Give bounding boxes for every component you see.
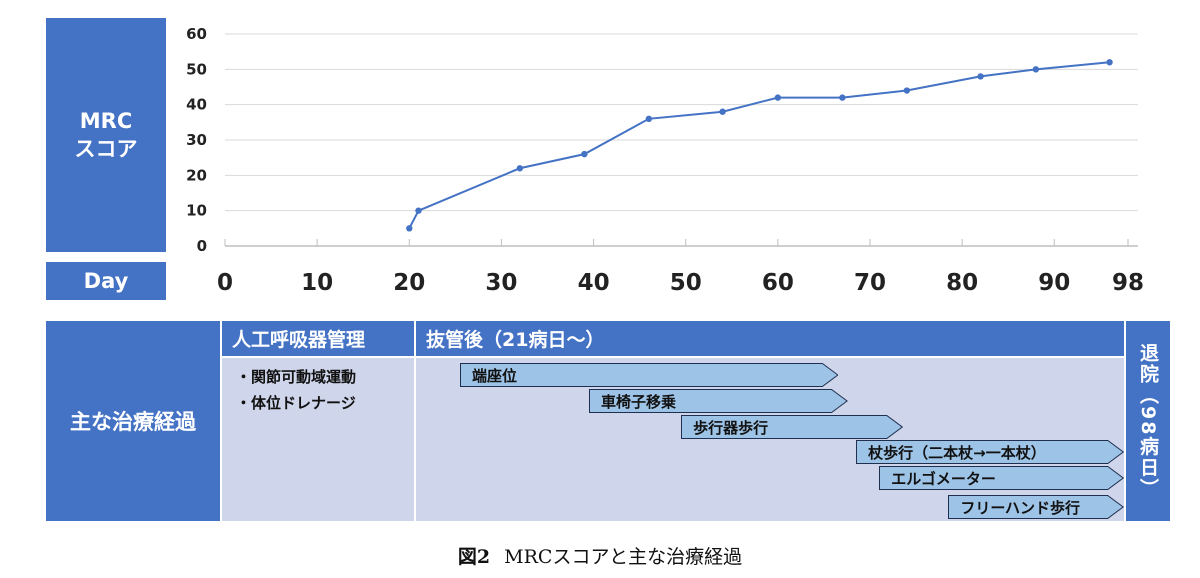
- bar-arrow: [588, 389, 848, 413]
- x-tick-label: 10: [301, 270, 333, 296]
- data-point: [719, 108, 726, 115]
- x-tick-label: 70: [854, 270, 886, 296]
- treatment-bar-label: 車椅子移乗: [600, 393, 676, 411]
- x-tick-label: 60: [762, 270, 794, 296]
- bar-arrow-shape: [948, 495, 1124, 519]
- data-point: [977, 73, 984, 80]
- series: [406, 59, 1113, 232]
- y-axis-label-line1: MRC: [79, 109, 133, 133]
- y-tick-label: 0: [197, 237, 207, 255]
- treatment-bar: 車椅子移乗: [588, 389, 848, 413]
- treatment-bar-label: 歩行器歩行: [693, 419, 769, 437]
- data-point: [581, 150, 588, 158]
- x-axis-label: Day: [46, 262, 166, 300]
- phase1-header: 人工呼吸器管理: [222, 321, 414, 356]
- data-point: [774, 94, 782, 101]
- x-tick-label: 50: [670, 270, 702, 296]
- treatment-bar: フリーハンド歩行: [948, 495, 1124, 519]
- treatment-bar-label: 端座位: [471, 367, 517, 385]
- grid-lines: [225, 33, 1138, 212]
- x-tick-label: 40: [578, 270, 610, 296]
- y-tick-label: 10: [186, 202, 207, 220]
- x-tick-label: 90: [1038, 270, 1070, 296]
- bar-arrow: [856, 440, 1124, 464]
- treatment-bar: 杖歩行（二本杖→一本杖）: [856, 440, 1124, 464]
- x-tick-label: 98: [1112, 270, 1144, 296]
- bar-arrow-shape: [681, 415, 903, 439]
- y-tick-label: 50: [186, 60, 207, 78]
- x-tick-label: 80: [946, 270, 978, 296]
- x-tick-label: 30: [485, 270, 517, 296]
- y-axis-label-line2: スコア: [74, 137, 138, 161]
- data-point: [645, 115, 653, 123]
- bar-arrow-shape: [588, 389, 848, 413]
- treatment-bar-label: エルゴメーター: [891, 470, 996, 488]
- bar-arrow-shape: [459, 363, 839, 387]
- treatment-bar: 端座位: [459, 363, 839, 387]
- y-axis-label: MRC スコア: [46, 18, 166, 252]
- data-point: [415, 207, 422, 214]
- y-tick-label: 40: [186, 96, 207, 114]
- figure-number: 図2: [457, 546, 491, 568]
- bar-arrow: [948, 495, 1124, 519]
- bar-arrow: [459, 363, 839, 387]
- treatment-bar-label: 杖歩行（二本杖→一本杖）: [868, 444, 1046, 462]
- bar-arrow-shape: [879, 466, 1124, 490]
- treatment-bar: 歩行器歩行: [681, 415, 903, 439]
- data-point: [1032, 66, 1040, 73]
- y-tick-label: 30: [186, 131, 207, 149]
- x-tick-label: 0: [217, 270, 233, 296]
- phase1-item: ・関節可動域運動: [236, 368, 357, 386]
- bar-arrow: [681, 415, 903, 439]
- figure-caption: 図2 MRCスコアと主な治療経過: [0, 542, 1200, 569]
- line-chart: 0 10 20 30 40 50 60 0 10 20 30 40 50 60 70 80 90 98: [186, 25, 1144, 296]
- data-point: [903, 87, 911, 94]
- data-point: [1106, 59, 1113, 66]
- x-tick-label: 20: [393, 270, 425, 296]
- bar-arrow: [879, 466, 1124, 490]
- phase1-item: ・体位ドレナージ: [236, 394, 356, 412]
- x-tick-labels: 0 10 20 30 40 50 60 70 80 90 98: [217, 270, 1144, 296]
- treatment-bar: エルゴメーター: [879, 466, 1124, 490]
- axes: [224, 239, 1138, 247]
- y-tick-label: 60: [186, 25, 207, 43]
- phase1-body: ・関節可動域運動 ・体位ドレナージ: [222, 358, 414, 521]
- data-point: [839, 94, 846, 101]
- discharge-label: 退院（98病日）: [1126, 321, 1170, 521]
- treatment-title: 主な治療経過: [46, 321, 220, 521]
- treatment-bar-label: フリーハンド歩行: [960, 499, 1081, 517]
- data-point: [406, 225, 413, 232]
- data-point: [516, 165, 524, 172]
- bar-arrow-shape: [856, 440, 1124, 464]
- y-tick-labels: 0 10 20 30 40 50 60: [186, 25, 207, 255]
- phase2-header: 抜管後（21病日〜）: [416, 321, 1124, 356]
- series-line: [408, 61, 1110, 229]
- figure-caption-text: MRCスコアと主な治療経過: [504, 546, 743, 568]
- y-tick-label: 20: [186, 166, 207, 184]
